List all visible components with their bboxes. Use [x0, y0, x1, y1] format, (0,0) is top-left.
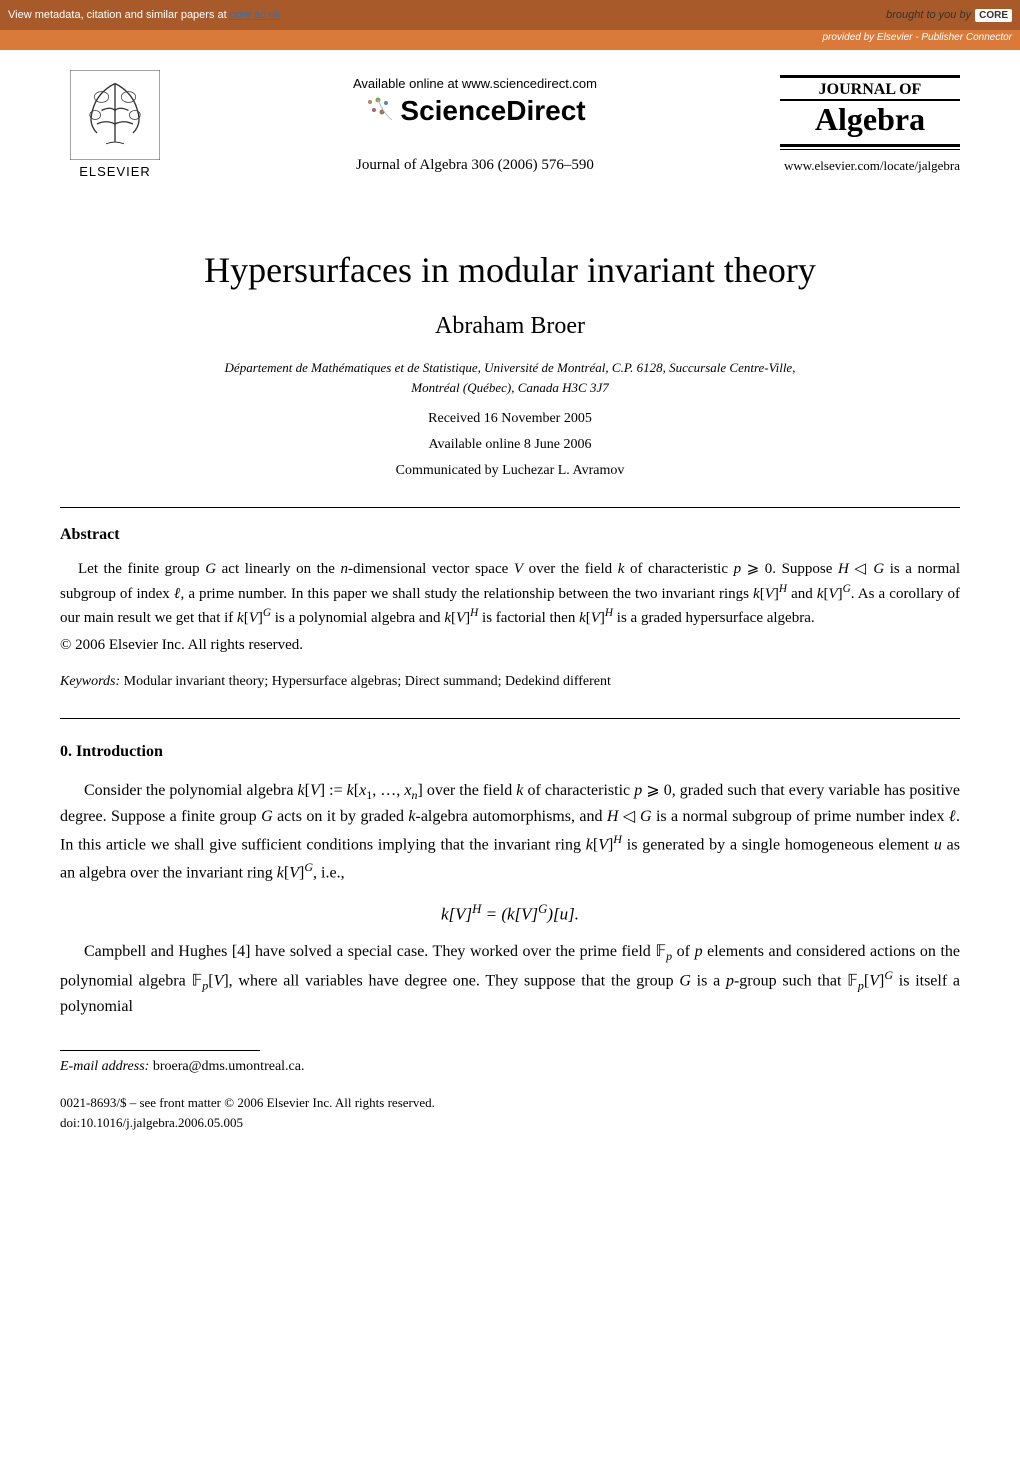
- sciencedirect-text: ScienceDirect: [400, 95, 585, 127]
- elsevier-label: ELSEVIER: [79, 164, 151, 179]
- copyright-text: © 2006 Elsevier Inc. All rights reserved…: [60, 634, 960, 657]
- core-badge[interactable]: CORE: [975, 9, 1012, 22]
- banner-left: View metadata, citation and similar pape…: [8, 9, 281, 21]
- keywords-text: Modular invariant theory; Hypersurface a…: [120, 674, 611, 689]
- intro-para1: Consider the polynomial algebra k[V] := …: [60, 779, 960, 886]
- footer-line1: 0021-8693/$ – see front matter © 2006 El…: [60, 1093, 960, 1113]
- author-name: Abraham Broer: [60, 313, 960, 340]
- intro-body-2: Campbell and Hughes [4] have solved a sp…: [60, 940, 960, 1020]
- intro-para2: Campbell and Hughes [4] have solved a sp…: [60, 940, 960, 1020]
- journal-header: ELSEVIER Available online at www.science…: [0, 50, 1020, 189]
- footnote-rule: [60, 1050, 260, 1051]
- algebra-text: Algebra: [780, 101, 960, 147]
- journal-logo: JOURNAL OF Algebra www.elsevier.com/loca…: [780, 75, 960, 174]
- journal-reference: Journal of Algebra 306 (2006) 576–590: [200, 157, 750, 174]
- section-heading: 0. Introduction: [60, 743, 960, 761]
- footnote: E-mail address: broera@dms.umontreal.ca.: [60, 1059, 960, 1075]
- paper-title: Hypersurfaces in modular invariant theor…: [60, 249, 960, 291]
- keywords-label: Keywords:: [60, 674, 120, 689]
- footer-info: 0021-8693/$ – see front matter © 2006 El…: [60, 1093, 960, 1132]
- elsevier-logo: ELSEVIER: [60, 70, 170, 179]
- affil-line1: Département de Mathématiques et de Stati…: [225, 360, 796, 375]
- banner-left-text: View metadata, citation and similar pape…: [8, 9, 230, 21]
- available-online-text: Available online at www.sciencedirect.co…: [200, 76, 750, 91]
- main-content: Hypersurfaces in modular invariant theor…: [0, 249, 1020, 1172]
- footnote-email[interactable]: broera@dms.umontreal.ca.: [153, 1059, 305, 1074]
- received-date: Received 16 November 2005: [60, 411, 960, 427]
- divider: [780, 149, 960, 150]
- sciencedirect-logo: ScienceDirect: [200, 95, 750, 127]
- abstract-heading: Abstract: [60, 526, 960, 544]
- communicated-by: Communicated by Luchezar L. Avramov: [60, 463, 960, 479]
- elsevier-tree-icon: [70, 70, 160, 160]
- section-divider: [60, 718, 960, 719]
- provider-banner: provided by Elsevier - Publisher Connect…: [0, 30, 1020, 50]
- core-link[interactable]: core.ac.uk: [230, 9, 281, 21]
- affiliation: Département de Mathématiques et de Stati…: [60, 358, 960, 397]
- section-divider: [60, 507, 960, 508]
- keywords: Keywords: Modular invariant theory; Hype…: [60, 674, 960, 690]
- abstract-body: Let the finite group G act linearly on t…: [60, 558, 960, 656]
- equation: k[V]H = (k[V]G)[u].: [60, 902, 960, 925]
- journal-url[interactable]: www.elsevier.com/locate/jalgebra: [780, 158, 960, 174]
- available-date: Available online 8 June 2006: [60, 437, 960, 453]
- sd-dots-icon: [364, 96, 394, 125]
- affil-line2: Montréal (Québec), Canada H3C 3J7: [411, 380, 609, 395]
- abstract-para1: Let the finite group G act linearly on t…: [60, 558, 960, 630]
- footer-line2: doi:10.1016/j.jalgebra.2006.05.005: [60, 1113, 960, 1133]
- journal-of-text: JOURNAL OF: [780, 75, 960, 101]
- intro-body: Consider the polynomial algebra k[V] := …: [60, 779, 960, 886]
- footnote-label: E-mail address:: [60, 1059, 153, 1074]
- metadata-banner: View metadata, citation and similar pape…: [0, 0, 1020, 30]
- brought-by-text: brought to you by: [886, 9, 971, 21]
- banner-right: brought to you by CORE: [886, 9, 1012, 22]
- center-header: Available online at www.sciencedirect.co…: [200, 76, 750, 174]
